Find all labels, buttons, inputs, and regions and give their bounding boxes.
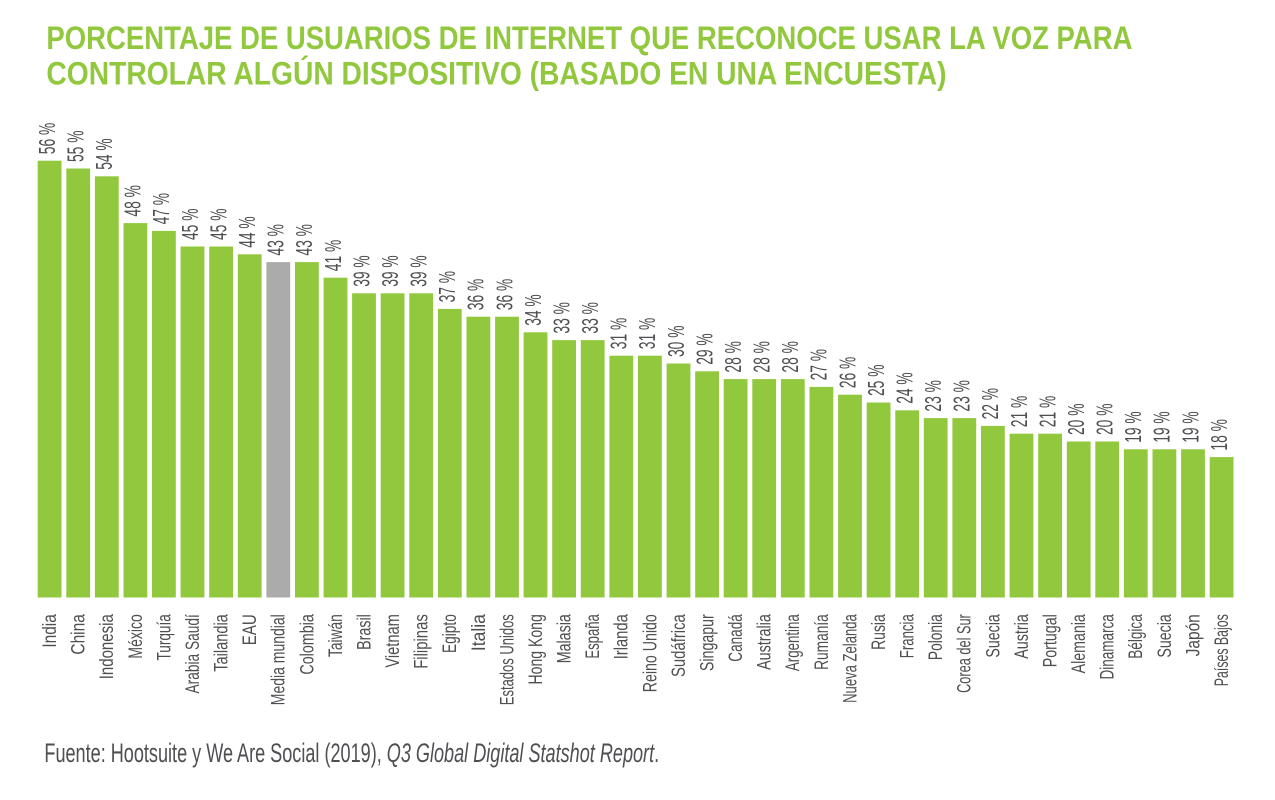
svg-text:Fuente: Hootsuite y We Are Soc: Fuente: Hootsuite y We Are Social (2019)… bbox=[44, 737, 659, 768]
svg-text:18 %: 18 % bbox=[1206, 419, 1232, 451]
svg-text:India: India bbox=[40, 614, 61, 648]
svg-text:20 %: 20 % bbox=[1092, 404, 1118, 436]
svg-text:PORCENTAJE DE USUARIOS DE INTE: PORCENTAJE DE USUARIOS DE INTERNET QUE R… bbox=[46, 21, 1132, 56]
svg-text:Reino Unido: Reino Unido bbox=[640, 614, 661, 692]
svg-text:Argentina: Argentina bbox=[783, 614, 804, 671]
svg-text:Portugal: Portugal bbox=[1041, 614, 1062, 667]
svg-text:36 %: 36 % bbox=[463, 279, 489, 311]
svg-text:Estados Unidos: Estados Unidos bbox=[497, 614, 518, 705]
svg-text:Austria: Austria bbox=[1012, 614, 1033, 659]
svg-text:28 %: 28 % bbox=[749, 341, 775, 373]
svg-text:19 %: 19 % bbox=[1177, 411, 1203, 443]
svg-text:Australia: Australia bbox=[755, 614, 776, 670]
svg-text:Japón: Japón bbox=[1183, 614, 1204, 656]
svg-text:28 %: 28 % bbox=[720, 341, 746, 373]
svg-text:Tailandia: Tailandia bbox=[212, 614, 233, 672]
svg-text:47 %: 47 % bbox=[148, 193, 174, 225]
svg-text:México: México bbox=[126, 614, 147, 658]
svg-text:31 %: 31 % bbox=[606, 318, 632, 350]
svg-text:55 %: 55 % bbox=[63, 131, 89, 163]
svg-text:43 %: 43 % bbox=[291, 224, 317, 256]
svg-text:Sudáfrica: Sudáfrica bbox=[669, 614, 690, 677]
svg-text:Filipinas: Filipinas bbox=[412, 614, 433, 669]
svg-text:Hong Kong: Hong Kong bbox=[526, 614, 547, 684]
svg-text:25 %: 25 % bbox=[863, 365, 889, 397]
svg-text:26 %: 26 % bbox=[834, 357, 860, 389]
svg-text:Alemania: Alemania bbox=[1069, 614, 1090, 674]
svg-text:39 %: 39 % bbox=[348, 255, 374, 287]
svg-text:Francia: Francia bbox=[898, 614, 919, 658]
svg-text:23 %: 23 % bbox=[920, 380, 946, 412]
svg-text:Egipto: Egipto bbox=[440, 614, 461, 653]
svg-text:CONTROLAR ALGÚN DISPOSITIVO (B: CONTROLAR ALGÚN DISPOSITIVO (BASADO EN U… bbox=[46, 56, 946, 92]
svg-text:Colombia: Colombia bbox=[297, 614, 318, 675]
svg-text:34 %: 34 % bbox=[520, 294, 546, 326]
svg-text:45 %: 45 % bbox=[205, 209, 231, 241]
svg-text:Irlanda: Irlanda bbox=[612, 614, 633, 659]
svg-text:33 %: 33 % bbox=[577, 302, 603, 334]
svg-text:Bélgica: Bélgica bbox=[1126, 614, 1147, 659]
svg-text:45 %: 45 % bbox=[177, 209, 203, 241]
svg-text:21 %: 21 % bbox=[1006, 396, 1032, 428]
svg-text:28 %: 28 % bbox=[777, 341, 803, 373]
svg-text:Taiwán: Taiwán bbox=[326, 614, 347, 657]
svg-text:48 %: 48 % bbox=[120, 185, 146, 217]
svg-text:China: China bbox=[69, 614, 90, 655]
svg-text:Nueva Zelanda: Nueva Zelanda bbox=[840, 614, 861, 703]
svg-text:EAU: EAU bbox=[240, 614, 261, 645]
svg-text:Países Bajos: Países Bajos bbox=[1212, 614, 1233, 686]
svg-text:56 %: 56 % bbox=[34, 123, 60, 155]
svg-text:Italia: Italia bbox=[469, 614, 490, 651]
svg-text:Media mundial: Media mundial bbox=[269, 614, 290, 705]
svg-text:20 %: 20 % bbox=[1063, 404, 1089, 436]
svg-text:37 %: 37 % bbox=[434, 271, 460, 303]
svg-text:Vietnam: Vietnam bbox=[383, 614, 404, 667]
svg-text:Brasil: Brasil bbox=[354, 614, 375, 650]
svg-text:43 %: 43 % bbox=[263, 224, 289, 256]
svg-text:39 %: 39 % bbox=[377, 255, 403, 287]
svg-text:27 %: 27 % bbox=[806, 349, 832, 381]
svg-text:30 %: 30 % bbox=[663, 326, 689, 358]
svg-text:44 %: 44 % bbox=[234, 216, 260, 248]
svg-text:54 %: 54 % bbox=[91, 138, 117, 170]
svg-text:33 %: 33 % bbox=[548, 302, 574, 334]
svg-text:Canadá: Canadá bbox=[726, 614, 747, 662]
svg-text:Indonesia: Indonesia bbox=[97, 614, 118, 679]
svg-text:Singapur: Singapur bbox=[698, 614, 719, 671]
svg-text:31 %: 31 % bbox=[634, 318, 660, 350]
svg-text:23 %: 23 % bbox=[949, 380, 975, 412]
svg-text:Rumanía: Rumanía bbox=[812, 614, 833, 670]
svg-text:Polonia: Polonia bbox=[926, 614, 947, 660]
svg-text:21 %: 21 % bbox=[1034, 396, 1060, 428]
svg-text:36 %: 36 % bbox=[491, 279, 517, 311]
svg-text:Rusia: Rusia bbox=[869, 614, 890, 650]
svg-text:19 %: 19 % bbox=[1120, 411, 1146, 443]
svg-text:19 %: 19 % bbox=[1149, 411, 1175, 443]
svg-text:22 %: 22 % bbox=[977, 388, 1003, 420]
svg-text:39 %: 39 % bbox=[406, 255, 432, 287]
svg-text:29 %: 29 % bbox=[691, 333, 717, 365]
svg-text:Suecia: Suecia bbox=[1155, 614, 1176, 658]
svg-text:41 %: 41 % bbox=[320, 240, 346, 272]
svg-text:España: España bbox=[583, 614, 604, 659]
svg-text:Turquía: Turquía bbox=[154, 614, 175, 661]
svg-text:Arabia Saudí: Arabia Saudí bbox=[183, 614, 204, 694]
svg-text:Dinamarca: Dinamarca bbox=[1098, 614, 1119, 680]
svg-text:24 %: 24 % bbox=[892, 372, 918, 404]
svg-text:Malasia: Malasia bbox=[555, 614, 576, 663]
svg-text:Corea del Sur: Corea del Sur bbox=[955, 614, 976, 693]
svg-text:Suecia: Suecia bbox=[983, 614, 1004, 658]
